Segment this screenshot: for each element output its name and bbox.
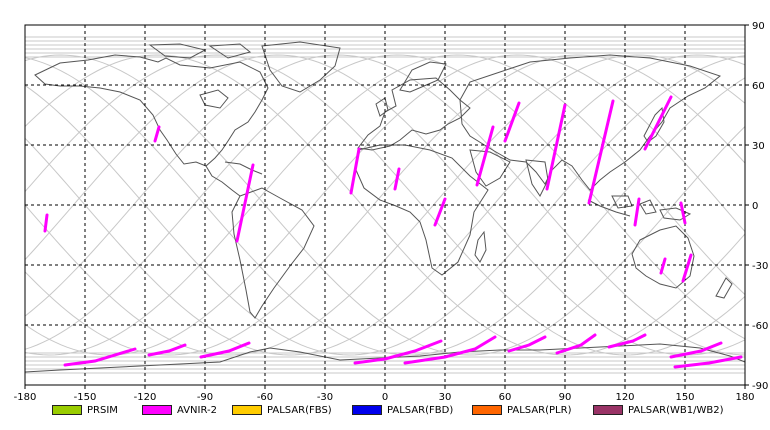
x-tick-label: -120 <box>134 392 157 400</box>
swath-indonesia <box>633 197 641 227</box>
coastline-madagascar <box>474 230 487 263</box>
coastline-arctic-islands <box>148 43 252 59</box>
legend-label: PALSAR(FBS) <box>267 404 332 416</box>
swath-ant-4 <box>353 339 443 365</box>
coastline-caribbean <box>224 161 263 175</box>
coastline-asia <box>459 54 722 191</box>
swath-ant-6 <box>507 335 547 353</box>
legend: PRSIM AVNIR-2 PALSAR(FBS) PALSAR(FBD) PALSAR… <box>0 402 770 418</box>
legend-item: AVNIR-2 <box>142 402 217 418</box>
legend-swatch <box>232 405 262 415</box>
legend-swatch <box>142 405 172 415</box>
swath-africa-east <box>433 197 447 227</box>
swath-pacific <box>43 213 49 233</box>
swath-sahara <box>393 167 401 191</box>
legend-item: PALSAR(FBD) <box>352 402 453 418</box>
swath-ant-5 <box>403 335 497 365</box>
x-tick-label: -150 <box>74 392 97 400</box>
x-tick-label: 0 <box>382 392 388 400</box>
legend-item: PALSAR(WB1/WB2) <box>593 402 724 418</box>
legend-swatch <box>593 405 623 415</box>
x-tick-label: 120 <box>615 392 634 400</box>
swath-ant-7 <box>555 333 597 355</box>
swath-australia-east <box>681 253 693 283</box>
coastline-africa <box>355 144 489 276</box>
y-tick-label: 0 <box>752 201 758 212</box>
legend-item: PALSAR(PLR) <box>472 402 571 418</box>
legend-label: AVNIR-2 <box>177 404 217 416</box>
x-tick-label: 90 <box>559 392 572 400</box>
swath-ant-3 <box>199 341 251 359</box>
y-tick-label: 90 <box>752 21 765 32</box>
grid-lines <box>25 25 745 385</box>
y-tick-label: -30 <box>752 261 768 272</box>
coastline-antarctica <box>24 343 746 373</box>
coverage-map: -180 -150 -120 -90 -60 -30 0 30 60 90 120 150 180 90 6… <box>14 21 769 400</box>
x-tick-label: -180 <box>14 392 37 400</box>
swath-png <box>679 201 687 225</box>
x-tick-label: -30 <box>317 392 333 400</box>
legend-label: PALSAR(FBD) <box>387 404 454 416</box>
swath-ant-10 <box>673 355 743 369</box>
coastline-uk <box>375 97 389 117</box>
coastline-scandinavia <box>399 61 447 93</box>
x-tick-label: 30 <box>439 392 452 400</box>
coastline-indonesia <box>587 195 692 221</box>
swath-russia-west <box>503 101 521 143</box>
axis-ticks: -180 -150 -120 -90 -60 -30 0 30 60 90 120 150 180 90 6… <box>14 21 769 400</box>
coastline-japan <box>643 106 665 143</box>
swath-siberia-east <box>587 99 615 205</box>
orbit-track <box>24 54 746 356</box>
y-tick-label: 60 <box>752 81 765 92</box>
swath-ant-8 <box>607 333 647 349</box>
y-tick-label: 30 <box>752 141 765 152</box>
legend-swatch <box>52 405 82 415</box>
y-tick-label: -90 <box>752 381 768 392</box>
coastline-central-america <box>205 165 241 197</box>
coastline-india <box>525 159 549 197</box>
y-tick-label: -60 <box>752 321 768 332</box>
swath-west-canada <box>153 125 161 143</box>
orbit-track <box>24 54 746 356</box>
swath-ant-9 <box>669 341 723 359</box>
x-tick-label: 60 <box>499 392 512 400</box>
legend-label: PALSAR(PLR) <box>507 404 572 416</box>
x-tick-label: 150 <box>675 392 694 400</box>
legend-item: PALSAR(FBS) <box>232 402 332 418</box>
swath-ant-2 <box>147 343 187 357</box>
orbit-track <box>24 57 746 356</box>
coastline-south-america <box>231 187 315 319</box>
swath-americas <box>235 163 255 243</box>
legend-item: PRSIM <box>52 402 118 418</box>
x-tick-label: -90 <box>197 392 213 400</box>
observation-swaths <box>43 95 743 369</box>
coastline-arabia <box>469 149 511 187</box>
swath-japan <box>643 95 673 151</box>
coastline-greenland <box>261 41 341 93</box>
legend-swatch <box>352 405 382 415</box>
swath-ant-1 <box>63 347 137 367</box>
x-tick-label: -60 <box>257 392 273 400</box>
legend-label: PRSIM <box>87 404 118 416</box>
coastline-new-zealand <box>715 277 733 299</box>
coastline-hudson <box>199 89 229 109</box>
swath-arabia <box>475 125 495 187</box>
coastline-north-america <box>34 54 269 167</box>
x-tick-label: 180 <box>735 392 754 400</box>
swath-australia-mid <box>659 257 667 275</box>
swath-siberia-central <box>545 103 567 191</box>
legend-swatch <box>472 405 502 415</box>
legend-label: PALSAR(WB1/WB2) <box>628 404 724 416</box>
swath-atlantic <box>349 147 361 195</box>
